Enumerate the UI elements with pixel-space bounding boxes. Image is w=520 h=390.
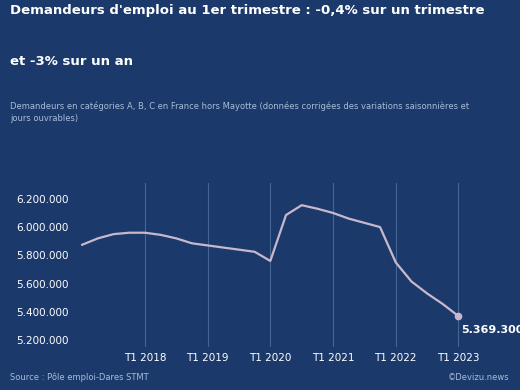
Text: Demandeurs en catégories A, B, C en France hors Mayotte (données corrigées des v: Demandeurs en catégories A, B, C en Fran…: [10, 101, 470, 123]
Text: Demandeurs d'emploi au 1er trimestre : -0,4% sur un trimestre: Demandeurs d'emploi au 1er trimestre : -…: [10, 4, 485, 17]
Text: Source : Pôle emploi-Dares STMT: Source : Pôle emploi-Dares STMT: [10, 373, 149, 382]
Text: ©Devizu.news: ©Devizu.news: [448, 373, 510, 382]
Text: et -3% sur un an: et -3% sur un an: [10, 55, 134, 67]
Text: 5.369.300: 5.369.300: [461, 325, 520, 335]
